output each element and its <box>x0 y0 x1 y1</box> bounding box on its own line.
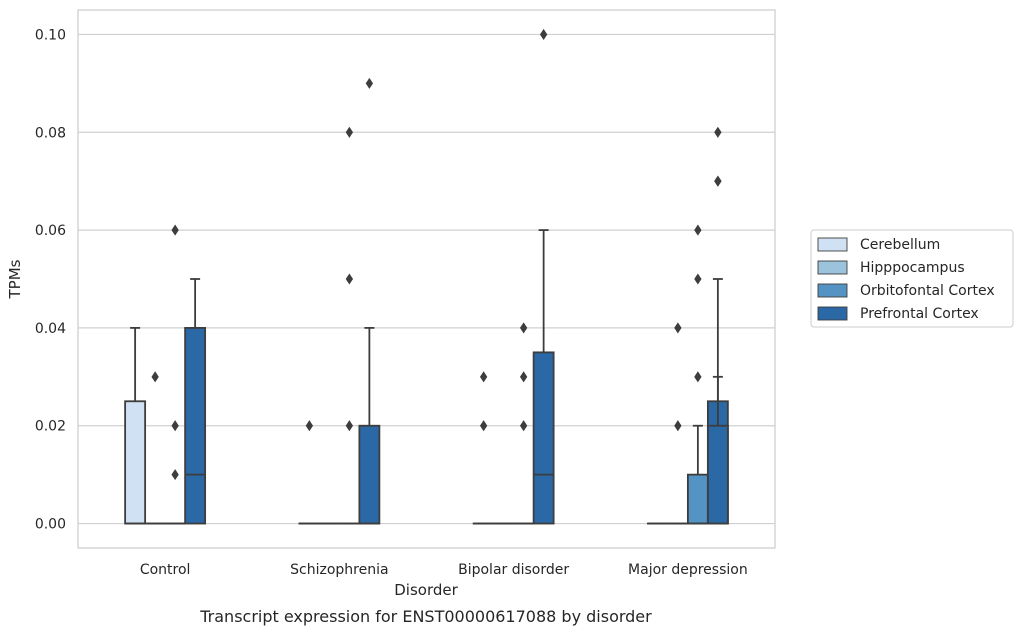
outlier-point <box>674 322 682 334</box>
outlier-point <box>694 371 702 383</box>
y-axis-title: TPMs <box>6 259 24 299</box>
legend-swatch <box>817 283 848 298</box>
box-extra-3 <box>706 175 729 525</box>
box-body <box>358 424 381 525</box>
legend-label: Orbitofontal Cortex <box>860 283 995 299</box>
x-tick-label: Schizophrenia <box>290 562 388 578</box>
legend-label: Hipppocampus <box>860 260 965 276</box>
outlier-point <box>171 224 179 236</box>
y-tick-label: 0.10 <box>35 27 66 43</box>
outlier-point <box>714 175 722 187</box>
box-prefrontal-cortex-0 <box>184 278 207 525</box>
box-body <box>686 473 709 525</box>
outlier-point <box>519 420 528 432</box>
legend-swatch <box>817 306 848 321</box>
outlier-point <box>694 224 702 236</box>
outlier-point <box>479 420 488 432</box>
outlier-point <box>365 77 374 89</box>
outlier-point <box>519 371 528 383</box>
box-orbitofontal-cortex-1 <box>338 126 361 525</box>
gridlines <box>78 33 775 525</box>
outlier-point <box>694 273 702 285</box>
box-orbitofontal-cortex-0 <box>164 224 187 525</box>
box-body <box>184 327 207 525</box>
x-axis-title: Disorder <box>394 581 458 599</box>
y-tick-label: 0.06 <box>35 223 66 239</box>
outlier-point <box>345 126 354 138</box>
y-tick-label: 0.00 <box>35 517 66 533</box>
legend-swatch <box>817 237 848 252</box>
x-tick-label: Control <box>140 562 191 578</box>
outlier-point <box>345 420 354 432</box>
y-tick-labels: 0.00 0.02 0.04 0.06 0.08 0.10 <box>35 27 66 532</box>
y-tick-label: 0.02 <box>35 419 66 435</box>
box-body <box>124 400 147 525</box>
y-tick-label: 0.08 <box>35 125 66 141</box>
box-cerebellum-1 <box>298 420 321 525</box>
box-layer <box>124 28 729 525</box>
outlier-point <box>345 273 354 285</box>
box-prefrontal-cortex-1 <box>358 77 381 525</box>
outlier-point <box>171 420 179 432</box>
outlier-point <box>305 420 314 432</box>
x-tick-labels: Control Schizophrenia Bipolar disorder Majo… <box>140 562 748 578</box>
chart-caption: Transcript expression for ENST0000061708… <box>199 607 652 626</box>
outlier-point <box>151 371 159 383</box>
legend-swatch <box>817 260 848 275</box>
box-hipppocampus-0 <box>144 371 167 525</box>
box-prefrontal-cortex-2 <box>532 28 555 525</box>
box-orbitofontal-cortex-3 <box>686 224 709 525</box>
legend: Cerebellum Hipppocampus Orbitofontal Corte… <box>810 229 1014 328</box>
box-body <box>706 424 729 525</box>
box-cerebellum-0 <box>124 327 147 525</box>
plot-frame <box>77 9 776 549</box>
outlier-point <box>479 371 488 383</box>
box-hipppocampus-3 <box>666 322 689 525</box>
outlier-point <box>714 126 722 138</box>
x-tick-label: Bipolar disorder <box>458 562 569 578</box>
x-tick-label: Major depression <box>628 562 748 578</box>
y-tick-label: 0.04 <box>35 321 66 337</box>
box-cerebellum-2 <box>472 371 495 525</box>
box-body <box>532 351 555 525</box>
box-orbitofontal-cortex-2 <box>512 322 535 525</box>
legend-frame <box>810 229 1014 328</box>
outlier-point <box>539 28 548 40</box>
outlier-point <box>674 420 682 432</box>
legend-label: Prefrontal Cortex <box>860 306 979 322</box>
outlier-point <box>171 469 179 481</box>
legend-label: Cerebellum <box>860 237 940 253</box>
outlier-point <box>519 322 528 334</box>
